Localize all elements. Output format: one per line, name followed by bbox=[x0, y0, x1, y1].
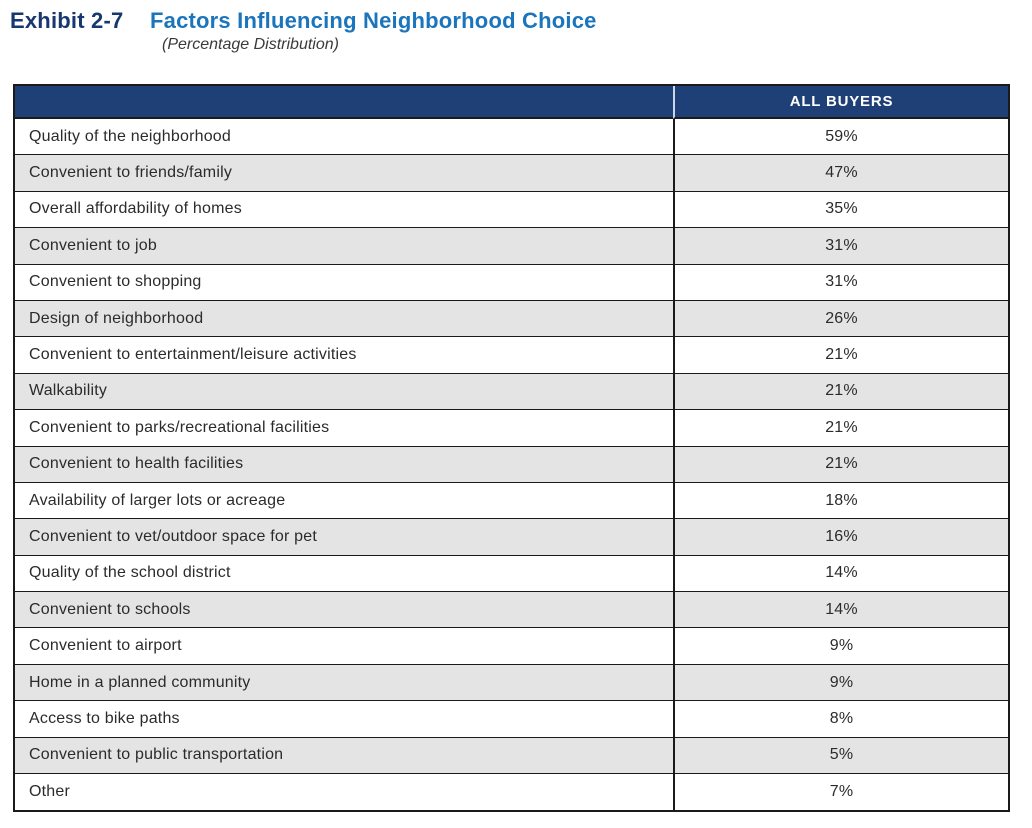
factor-label: Convenient to entertainment/leisure acti… bbox=[15, 337, 673, 374]
factor-value: 8% bbox=[673, 701, 1008, 738]
factor-value: 14% bbox=[673, 592, 1008, 629]
factor-label: Quality of the neighborhood bbox=[15, 119, 673, 156]
table-row: Convenient to entertainment/leisure acti… bbox=[15, 337, 1008, 374]
factor-label: Overall affordability of homes bbox=[15, 191, 673, 229]
factor-label: Convenient to schools bbox=[15, 592, 673, 629]
table-row: Design of neighborhood 26% bbox=[15, 300, 1008, 338]
factor-value: 18% bbox=[673, 482, 1008, 520]
factor-label: Convenient to friends/family bbox=[15, 155, 673, 192]
exhibit-number: Exhibit 2-7 bbox=[10, 8, 124, 33]
table-header-row: ALL BUYERS bbox=[15, 86, 1008, 119]
factor-label: Walkability bbox=[15, 373, 673, 411]
factor-value: 31% bbox=[673, 264, 1008, 301]
exhibit-title: Factors Influencing Neighborhood Choice bbox=[150, 8, 597, 33]
factor-value: 21% bbox=[673, 446, 1008, 483]
table-row: Other 7% bbox=[15, 774, 1008, 811]
table-row: Quality of the neighborhood 59% bbox=[15, 119, 1008, 156]
factor-label: Availability of larger lots or acreage bbox=[15, 482, 673, 520]
table-row: Home in a planned community 9% bbox=[15, 664, 1008, 702]
factor-label: Design of neighborhood bbox=[15, 300, 673, 338]
table-row: Overall affordability of homes 35% bbox=[15, 191, 1008, 229]
factor-label: Convenient to shopping bbox=[15, 264, 673, 301]
table-row: Convenient to public transportation 5% bbox=[15, 737, 1008, 775]
factor-label: Access to bike paths bbox=[15, 701, 673, 738]
factor-label: Convenient to parks/recreational facilit… bbox=[15, 410, 673, 447]
factor-value: 7% bbox=[673, 774, 1008, 811]
table-row: Availability of larger lots or acreage 18… bbox=[15, 482, 1008, 520]
table-row: Walkability 21% bbox=[15, 373, 1008, 411]
factor-value: 59% bbox=[673, 119, 1008, 156]
factors-table: ALL BUYERS Quality of the neighborhood 59… bbox=[13, 84, 1010, 813]
factor-label: Quality of the school district bbox=[15, 555, 673, 593]
table-row: Convenient to friends/family 47% bbox=[15, 155, 1008, 192]
exhibit-header: Exhibit 2-7 Factors Influencing Neighbor… bbox=[0, 0, 1032, 54]
table-body: Quality of the neighborhood 59% Convenient… bbox=[15, 119, 1008, 811]
factor-label: Convenient to job bbox=[15, 228, 673, 265]
factor-label: Home in a planned community bbox=[15, 664, 673, 702]
factor-value: 26% bbox=[673, 300, 1008, 338]
factor-value: 47% bbox=[673, 155, 1008, 192]
table-row: Convenient to parks/recreational facilit… bbox=[15, 410, 1008, 447]
factor-value: 5% bbox=[673, 737, 1008, 775]
factor-label: Convenient to vet/outdoor space for pet bbox=[15, 519, 673, 556]
factor-value: 21% bbox=[673, 337, 1008, 374]
table-row: Convenient to airport 9% bbox=[15, 628, 1008, 665]
factor-value: 16% bbox=[673, 519, 1008, 556]
factor-column-header bbox=[15, 86, 673, 119]
table-row: Convenient to vet/outdoor space for pet 1… bbox=[15, 519, 1008, 556]
factor-value: 31% bbox=[673, 228, 1008, 265]
table-row: Quality of the school district 14% bbox=[15, 555, 1008, 593]
table-row: Convenient to job 31% bbox=[15, 228, 1008, 265]
table-row: Convenient to shopping 31% bbox=[15, 264, 1008, 301]
table-row: Convenient to health facilities 21% bbox=[15, 446, 1008, 483]
factor-value: 14% bbox=[673, 555, 1008, 593]
all-buyers-column-header: ALL BUYERS bbox=[673, 86, 1008, 119]
factor-value: 35% bbox=[673, 191, 1008, 229]
factor-value: 9% bbox=[673, 628, 1008, 665]
factor-label: Convenient to public transportation bbox=[15, 737, 673, 775]
factor-label: Convenient to airport bbox=[15, 628, 673, 665]
factor-label: Convenient to health facilities bbox=[15, 446, 673, 483]
factor-value: 21% bbox=[673, 373, 1008, 411]
exhibit-subtitle: (Percentage Distribution) bbox=[162, 36, 339, 53]
factor-label: Other bbox=[15, 774, 673, 811]
table-row: Convenient to schools 14% bbox=[15, 592, 1008, 629]
factor-value: 21% bbox=[673, 410, 1008, 447]
table-row: Access to bike paths 8% bbox=[15, 701, 1008, 738]
factor-value: 9% bbox=[673, 664, 1008, 702]
